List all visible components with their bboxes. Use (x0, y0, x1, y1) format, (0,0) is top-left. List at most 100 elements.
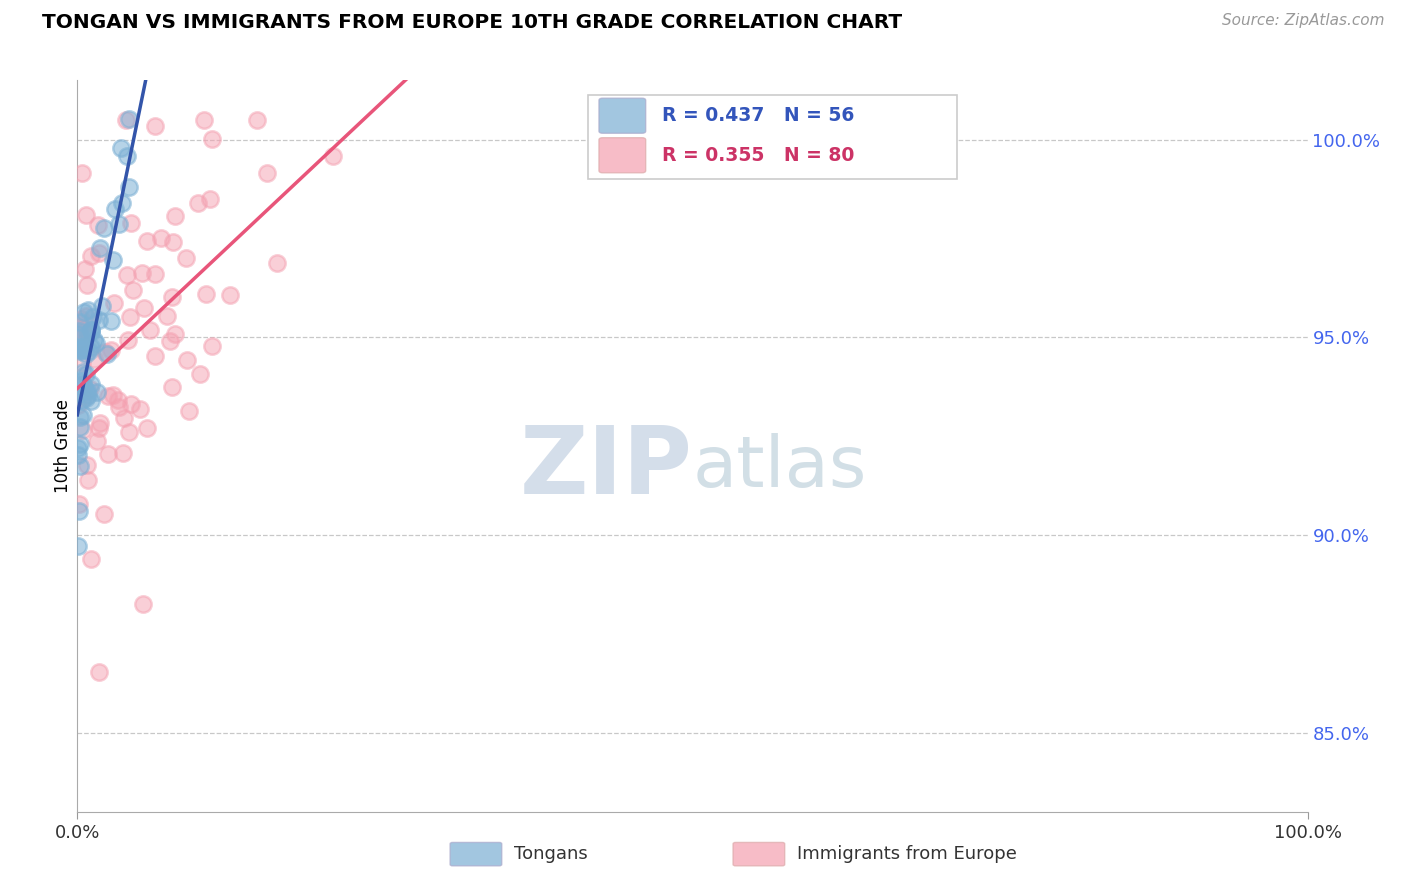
Point (135, 421, 157, 435)
Point (67, 497, 90, 511)
Point (131, 266, 153, 280)
Point (76, 458, 98, 473)
Point (70, 356, 93, 370)
Point (120, 397, 142, 411)
Point (89, 416, 111, 430)
Text: atlas: atlas (693, 434, 868, 502)
Point (80, 552, 103, 566)
Point (77, 344, 100, 359)
Point (132, 301, 155, 315)
Point (89, 241, 111, 255)
Point (72, 408, 94, 422)
Point (69, 315, 91, 329)
Text: R = 0.437   N = 56: R = 0.437 N = 56 (662, 106, 853, 125)
Point (156, 309, 179, 323)
Point (67, 539, 90, 553)
Point (176, 352, 198, 367)
Point (75, 262, 97, 277)
Point (75, 208, 97, 222)
Point (96, 347, 118, 361)
Point (73, 305, 96, 319)
Text: Immigrants from Europe: Immigrants from Europe (797, 845, 1017, 863)
Point (118, 112, 141, 126)
Point (110, 141, 132, 155)
Point (75, 391, 97, 405)
Point (80, 323, 103, 337)
Point (72, 365, 94, 379)
Point (79, 323, 101, 337)
Point (69, 320, 91, 334)
Point (108, 400, 131, 414)
Point (66, 326, 89, 341)
Point (69, 344, 91, 359)
Point (174, 252, 197, 266)
Point (77, 327, 100, 342)
Point (188, 367, 211, 381)
Point (104, 202, 127, 217)
Point (135, 234, 157, 248)
Point (72, 392, 94, 407)
Point (132, 597, 155, 611)
Point (77, 387, 100, 401)
Point (80, 377, 103, 392)
Point (322, 149, 344, 163)
Point (72, 377, 94, 392)
Point (77, 473, 100, 487)
Point (103, 295, 125, 310)
Point (87, 420, 110, 434)
Point (77, 302, 100, 317)
Point (80, 340, 103, 354)
Point (69, 459, 91, 474)
Point (70, 165, 93, 179)
Point (201, 131, 224, 145)
Point (201, 339, 224, 353)
FancyBboxPatch shape (450, 842, 502, 866)
Point (139, 323, 162, 337)
Point (118, 425, 141, 440)
Point (195, 287, 218, 301)
Point (256, 166, 278, 180)
Point (179, 403, 201, 417)
Point (80, 394, 103, 409)
Point (193, 112, 215, 127)
Point (72, 390, 94, 404)
FancyBboxPatch shape (599, 137, 645, 173)
Point (72, 342, 94, 356)
Text: TONGAN VS IMMIGRANTS FROM EUROPE 10TH GRADE CORRELATION CHART: TONGAN VS IMMIGRANTS FROM EUROPE 10TH GR… (42, 13, 903, 32)
Point (66, 448, 89, 462)
Point (266, 256, 288, 270)
Point (69, 420, 91, 434)
Text: Source: ZipAtlas.com: Source: ZipAtlas.com (1222, 13, 1385, 29)
Point (163, 210, 186, 224)
Point (100, 313, 122, 327)
Point (122, 283, 145, 297)
Point (165, 327, 187, 342)
Point (70, 340, 93, 354)
Point (112, 411, 135, 425)
Point (72, 423, 94, 437)
Point (93, 344, 115, 359)
Point (70, 321, 93, 335)
Point (73, 379, 96, 393)
Point (67, 387, 90, 401)
Point (79, 382, 101, 396)
Point (83, 333, 105, 347)
Point (128, 402, 150, 417)
Point (90, 299, 112, 313)
Point (145, 267, 167, 281)
Point (76, 278, 98, 293)
Point (107, 392, 129, 407)
Point (245, 112, 267, 127)
Point (101, 387, 124, 401)
Point (100, 343, 122, 358)
Text: ZIP: ZIP (520, 422, 693, 514)
Point (80, 325, 103, 339)
Point (143, 119, 166, 133)
Point (84, 335, 107, 350)
Point (75, 309, 97, 323)
Point (69, 437, 91, 451)
Point (89, 313, 111, 327)
Point (69, 332, 91, 346)
Point (198, 192, 221, 206)
Point (69, 378, 91, 392)
